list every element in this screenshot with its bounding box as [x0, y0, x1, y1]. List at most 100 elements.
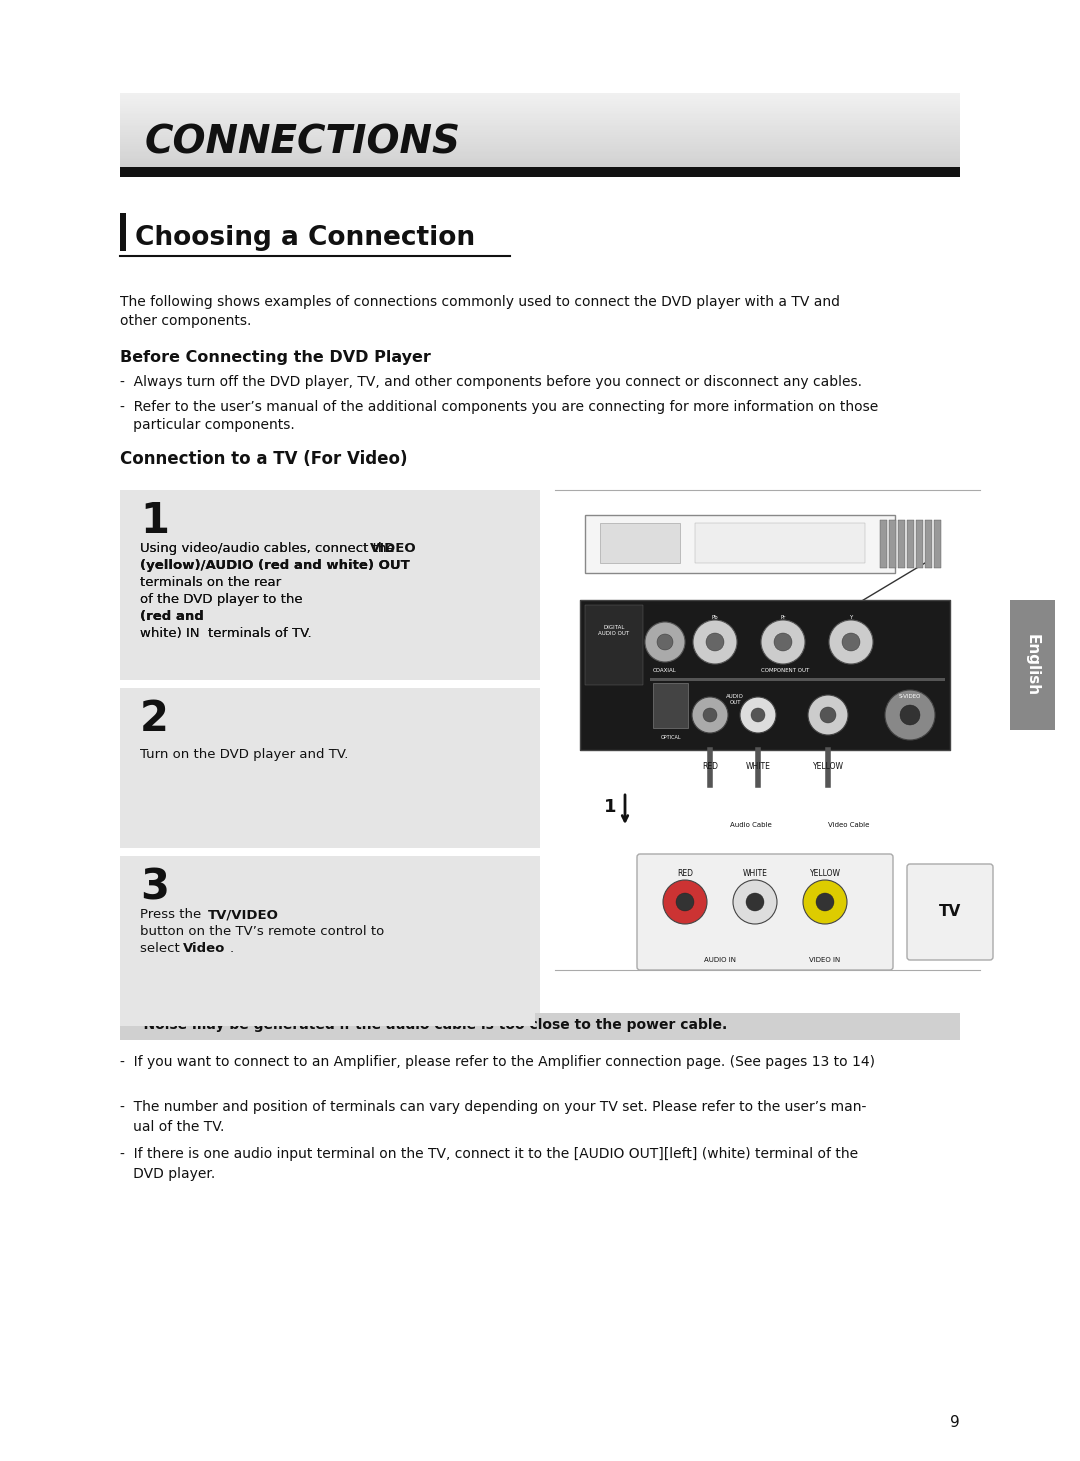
Text: (yellow)/AUDIO (red and white) OUT: (yellow)/AUDIO (red and white) OUT [140, 560, 409, 573]
Text: TV/VIDEO: TV/VIDEO [208, 907, 279, 920]
Text: select: select [140, 942, 184, 955]
Text: YELLOW: YELLOW [812, 763, 843, 771]
Circle shape [657, 634, 673, 650]
Text: particular components.: particular components. [120, 418, 295, 432]
Text: AUDIO: AUDIO [726, 694, 744, 698]
Text: Y: Y [849, 615, 852, 619]
Circle shape [829, 619, 873, 663]
Bar [650, 678, 945, 681]
Text: CONNECTIONS: CONNECTIONS [145, 124, 461, 162]
Bar [120, 901, 535, 1026]
Bar [907, 520, 914, 568]
Text: Turn on the DVD player and TV.: Turn on the DVD player and TV. [140, 748, 349, 761]
Bar [889, 520, 896, 568]
Text: RED: RED [677, 869, 693, 878]
Bar [696, 523, 865, 562]
Circle shape [774, 633, 792, 652]
Text: Connection to a TV (For Video): Connection to a TV (For Video) [120, 450, 407, 468]
Bar [653, 682, 688, 728]
Bar [120, 856, 540, 1031]
Circle shape [900, 706, 920, 725]
Text: COAXIAL: COAXIAL [653, 668, 677, 674]
Circle shape [816, 893, 834, 912]
Circle shape [885, 690, 935, 741]
Bar [897, 520, 905, 568]
Text: terminals on the rear: terminals on the rear [140, 576, 281, 589]
Text: 3: 3 [140, 866, 168, 907]
Text: -  Refer to the user’s manual of the additional components you are connecting fo: - Refer to the user’s manual of the addi… [120, 400, 878, 413]
Circle shape [751, 709, 765, 722]
Bar [120, 167, 960, 177]
Text: YELLOW: YELLOW [810, 869, 840, 878]
Circle shape [676, 893, 694, 912]
Text: VIDEO IN: VIDEO IN [809, 957, 840, 963]
Text: (red and: (red and [140, 611, 204, 622]
Text: 2: 2 [140, 698, 168, 741]
Text: (red and: (red and [140, 611, 204, 622]
Text: button on the TV’s remote control to: button on the TV’s remote control to [140, 934, 384, 947]
Text: (yellow)/AUDIO (red and white) OUT: (yellow)/AUDIO (red and white) OUT [140, 562, 409, 576]
Text: .: . [230, 942, 234, 955]
Text: OUT: OUT [729, 700, 741, 706]
Text: -  Noise may be generated if the audio cable is too close to the power cable.: - Noise may be generated if the audio ca… [129, 1018, 727, 1031]
Text: Using video/audio cables, connect the: Using video/audio cables, connect the [140, 542, 399, 555]
Text: COMPONENT OUT: COMPONENT OUT [761, 668, 809, 674]
Bar [934, 520, 941, 568]
Text: Before Connecting the DVD Player: Before Connecting the DVD Player [120, 351, 431, 365]
Bar [916, 520, 923, 568]
Bar [880, 520, 887, 568]
Text: Using video/audio cables, connect the: Using video/audio cables, connect the [140, 542, 399, 555]
Text: WHITE: WHITE [743, 869, 768, 878]
Text: Choosing a Connection: Choosing a Connection [135, 225, 475, 251]
Text: of the DVD player to the: of the DVD player to the [140, 593, 307, 606]
Text: Video Cable: Video Cable [828, 823, 869, 828]
Circle shape [692, 697, 728, 733]
Text: (yellow)/AUDIO (red and white) OUT: (yellow)/AUDIO (red and white) OUT [140, 560, 409, 573]
Bar [120, 535, 535, 675]
Text: -  The number and position of terminals can vary depending on your TV set. Pleas: - The number and position of terminals c… [120, 1100, 866, 1113]
Text: white) IN  terminals of TV.: white) IN terminals of TV. [140, 627, 312, 640]
Text: of the DVD player to the: of the DVD player to the [140, 599, 307, 612]
Text: RED: RED [702, 763, 718, 771]
Circle shape [804, 880, 847, 923]
Circle shape [733, 880, 777, 923]
Bar [120, 489, 540, 679]
Text: terminals on the rear: terminals on the rear [140, 576, 281, 589]
Text: white) IN  terminals of TV.: white) IN terminals of TV. [140, 636, 312, 649]
Text: -  If there is one audio input terminal on the TV, connect it to the [AUDIO OUT]: - If there is one audio input terminal o… [120, 1147, 859, 1161]
Text: Note: Note [120, 985, 161, 999]
Text: Video: Video [183, 942, 226, 955]
Circle shape [663, 880, 707, 923]
Circle shape [645, 622, 685, 662]
Bar [600, 523, 680, 562]
Text: -  If you want to connect to an Amplifier, please refer to the Amplifier connect: - If you want to connect to an Amplifier… [120, 1055, 875, 1069]
Bar [120, 213, 126, 251]
FancyBboxPatch shape [637, 855, 893, 970]
Text: 1: 1 [140, 500, 168, 542]
Bar [1010, 600, 1055, 730]
Text: Using video/audio cables, connect the: Using video/audio cables, connect the [140, 545, 399, 558]
Text: -  Always turn off the DVD player, TV, and other components before you connect o: - Always turn off the DVD player, TV, an… [120, 375, 862, 389]
Text: of the DVD player to the: of the DVD player to the [140, 593, 307, 606]
Text: TV: TV [939, 904, 961, 919]
Text: VIDEO: VIDEO [370, 542, 417, 555]
Text: (red and: (red and [140, 617, 204, 630]
Text: Audio Cable: Audio Cable [730, 823, 772, 828]
Text: Pb: Pb [712, 615, 718, 619]
Text: OPTICAL: OPTICAL [661, 735, 681, 741]
Text: Press the: Press the [140, 907, 205, 920]
Bar [120, 688, 540, 847]
Bar [924, 520, 932, 568]
Text: AUDIO IN: AUDIO IN [704, 957, 735, 963]
Circle shape [820, 707, 836, 723]
FancyBboxPatch shape [907, 863, 993, 960]
Circle shape [706, 633, 724, 652]
Circle shape [746, 893, 764, 912]
Text: Press the: Press the [140, 916, 205, 929]
Circle shape [703, 709, 717, 722]
Text: DIGITAL
AUDIO OUT: DIGITAL AUDIO OUT [598, 625, 630, 636]
Circle shape [808, 695, 848, 735]
Text: terminals on the rear: terminals on the rear [140, 581, 281, 595]
Bar [585, 605, 643, 685]
Text: ual of the TV.: ual of the TV. [120, 1121, 225, 1134]
